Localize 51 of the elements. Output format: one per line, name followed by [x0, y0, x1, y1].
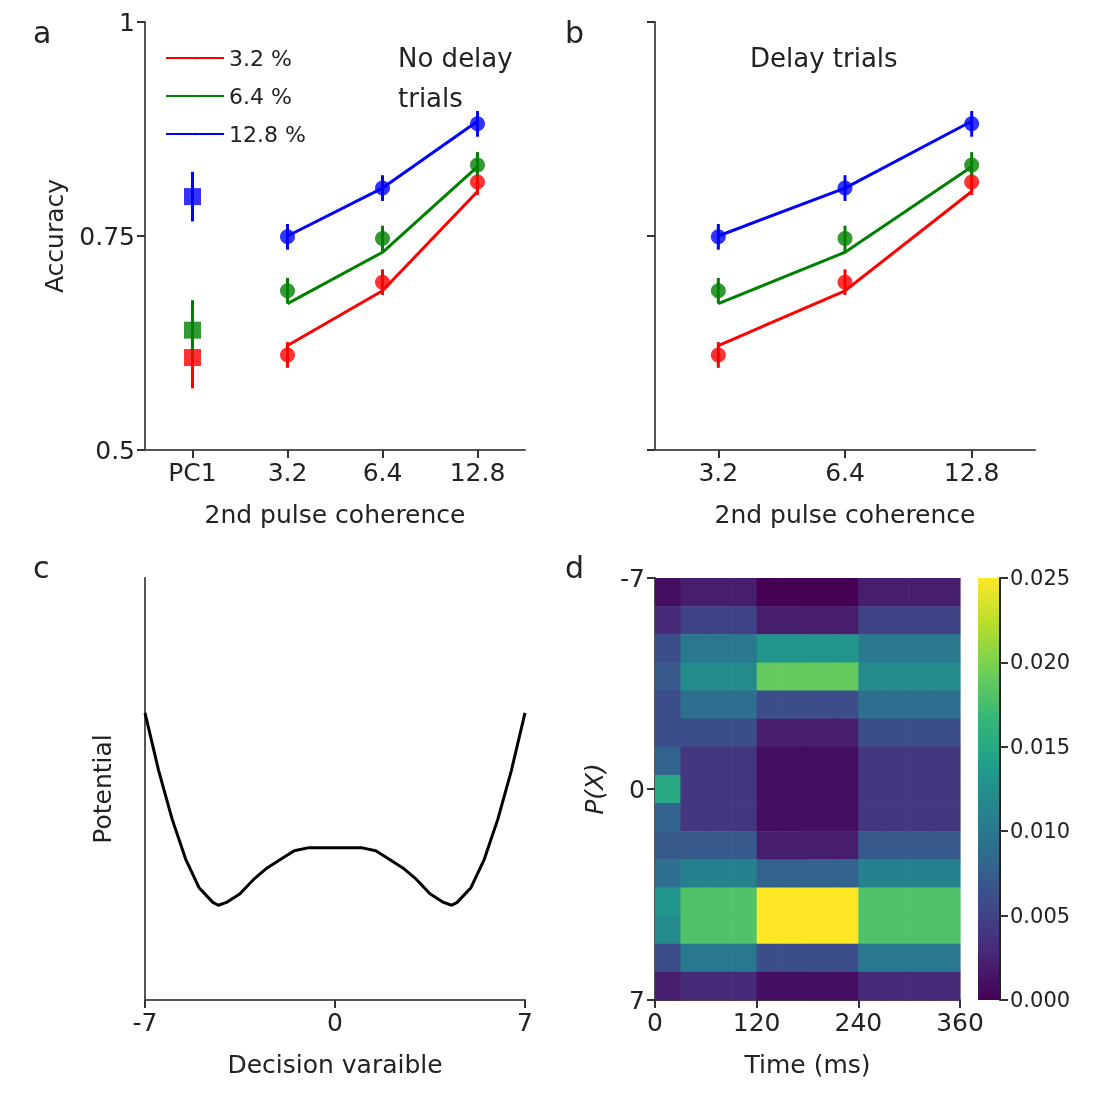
legend-label: 3.2 % [229, 45, 292, 71]
chart-title: b [565, 14, 585, 50]
y-tick-label: 0 [629, 774, 645, 804]
x-tick-label: 360 [936, 1008, 984, 1037]
y-tick-label: 1 [119, 7, 135, 37]
x-tick-label: 3.2 [698, 458, 739, 487]
point [837, 180, 853, 196]
x-tick-label: 0 [327, 1008, 343, 1037]
color-bar-label: 0.010 [1010, 819, 1071, 844]
point [964, 157, 980, 173]
x-tick-label: 6.4 [362, 458, 403, 487]
y-tick-label: 0.75 [79, 221, 135, 251]
point [710, 283, 726, 299]
color-bar-label: 0.015 [1010, 734, 1071, 759]
point [837, 274, 853, 290]
x-axis-title: 2nd pulse coherence [714, 500, 976, 529]
y-tick-label: 0.5 [95, 435, 135, 465]
annotation: No delay trials [398, 43, 521, 113]
y-tick-label: -7 [620, 563, 645, 593]
point [964, 174, 980, 190]
x-tick-label: 12.8 [449, 458, 506, 487]
y-axis-title: Accuracy [40, 178, 69, 294]
x-tick-label: 240 [834, 1008, 883, 1037]
y-tick-label: 7 [629, 985, 645, 1015]
annotation: Delay trials [750, 43, 898, 73]
x-tick-label: 7 [517, 1008, 533, 1037]
chart-title: c [33, 549, 50, 585]
color-bar-label: 0.020 [1010, 650, 1071, 675]
legend-label: 12.8 % [229, 121, 306, 147]
color-bar-label: 0.025 [1010, 566, 1071, 590]
x-tick-label: 12.8 [943, 458, 1000, 487]
x-tick-label: 120 [732, 1008, 781, 1037]
x-tick-label: 0 [647, 1008, 663, 1037]
point [710, 347, 726, 363]
chart-title: a [33, 14, 52, 50]
x-tick-label: 3.2 [267, 458, 308, 487]
legend-label: 6.4 % [229, 83, 292, 109]
y-axis-title: P(X) [580, 763, 609, 815]
y-axis-title: Potential [88, 734, 117, 844]
x-tick-label: -7 [132, 1008, 158, 1037]
x-axis-title: Decision varaible [227, 1050, 443, 1079]
color-bar-label: 0.005 [1010, 903, 1071, 928]
point [837, 231, 853, 247]
color-bar-label: 0.000 [1010, 988, 1071, 1012]
chart-title: d [565, 549, 585, 585]
point [710, 229, 726, 245]
x-tick-label: 6.4 [825, 458, 865, 487]
x-axis-title: 2nd pulse coherence [204, 500, 466, 529]
x-tick-label: PC1 [168, 458, 217, 487]
x-axis-title: Time (ms) [743, 1050, 871, 1079]
point [964, 116, 980, 132]
